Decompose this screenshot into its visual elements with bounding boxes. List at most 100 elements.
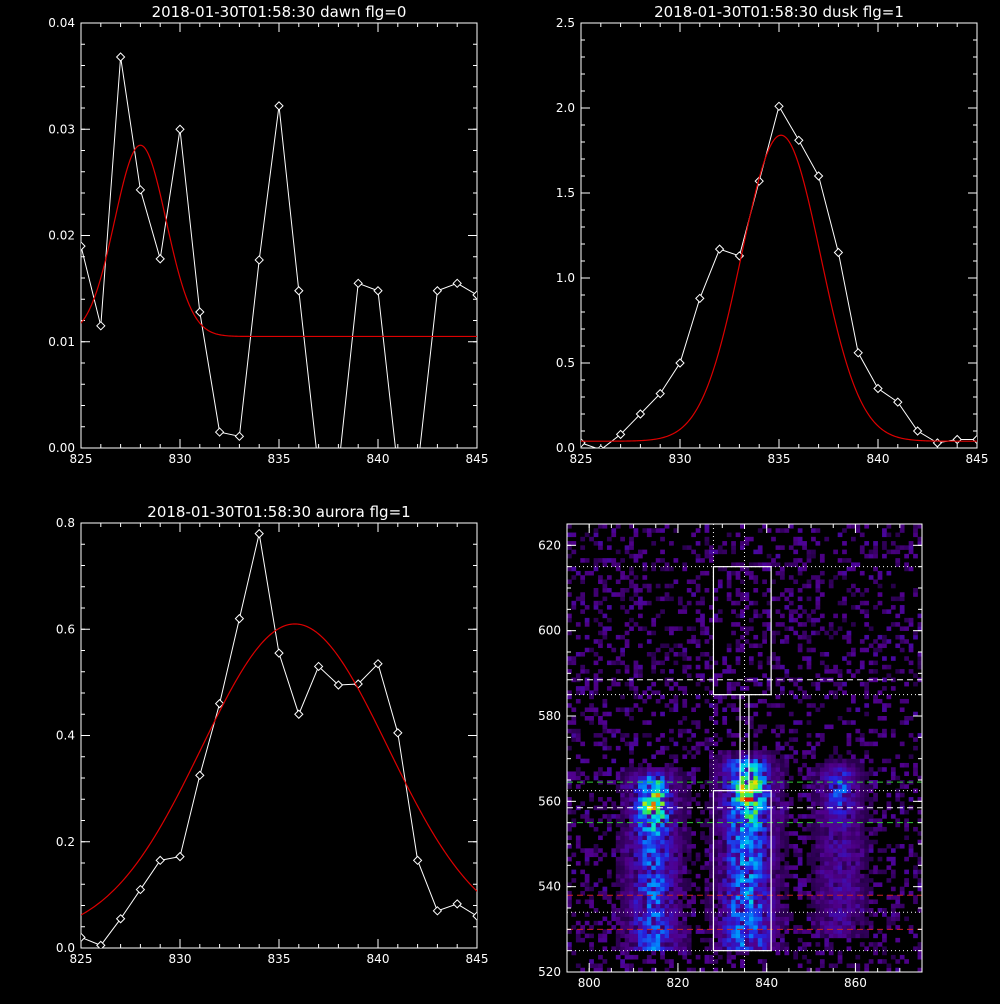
spectrogram-cell	[748, 656, 754, 661]
spectrogram-cell	[735, 656, 741, 661]
spectrogram-cell	[802, 929, 807, 934]
spectrogram-cell	[691, 592, 696, 597]
spectrogram-cell	[757, 660, 763, 666]
spectrogram-cell	[726, 878, 732, 883]
spectrogram-cell	[740, 903, 745, 909]
spectrogram-cell	[682, 826, 688, 832]
spectrogram-cell	[638, 801, 643, 806]
spectrogram-cell	[771, 780, 776, 785]
spectrogram-cell	[611, 916, 617, 922]
spectrogram-cell	[686, 579, 692, 585]
spectrogram-cell	[615, 549, 621, 555]
spectrogram-cell	[677, 818, 683, 823]
spectrogram-cell	[780, 844, 785, 849]
spectrogram-cell	[757, 562, 763, 567]
spectrogram-cell	[797, 771, 803, 777]
spectrogram-cell	[740, 686, 745, 691]
spectrogram-cell	[735, 570, 741, 576]
spectrogram-cell	[633, 767, 639, 772]
spectrogram-cell	[713, 792, 719, 798]
spectrogram-cell	[638, 605, 643, 610]
spectrogram-cell	[762, 784, 767, 789]
spectrogram-cell	[766, 942, 772, 947]
spectrogram-cell	[593, 562, 599, 567]
spectrogram-cell	[775, 545, 781, 550]
spectrogram-cell	[598, 967, 603, 973]
spectrogram-cell	[700, 809, 705, 815]
spectrogram-cell	[620, 801, 625, 806]
dawn-data-point	[115, 52, 126, 62]
spectrogram-cell	[669, 959, 674, 964]
spectrogram-cell	[882, 609, 887, 614]
spectrogram-cell	[731, 925, 736, 930]
spectrogram-cell	[819, 959, 825, 964]
spectrogram-cell	[651, 886, 657, 892]
spectrogram-cell	[753, 942, 759, 947]
spectrogram-cell	[602, 771, 608, 777]
spectrogram-cell	[602, 801, 608, 806]
spectrogram-cell	[567, 882, 572, 887]
spectrogram-cell	[593, 775, 599, 781]
spectrogram-cell	[735, 899, 741, 905]
spectrogram-cell	[837, 686, 843, 691]
spectrogram-cell	[811, 784, 816, 789]
spectrogram-cell	[660, 745, 665, 751]
spectrogram-cell	[780, 912, 785, 917]
spectrogram-cell	[811, 933, 816, 939]
spectrogram-cell	[615, 954, 621, 960]
spectrogram-cell	[762, 925, 767, 930]
spectrogram-cell	[651, 844, 657, 849]
spectrogram-cell	[788, 626, 794, 631]
spectrogram-cell	[571, 656, 577, 661]
spectrogram-cell	[846, 929, 852, 934]
spectrogram-cell	[828, 822, 834, 828]
spectrogram-cell	[664, 967, 670, 973]
spectrogram-cell	[842, 912, 847, 917]
spectrogram-cell	[873, 784, 878, 789]
spectrogram-cell	[775, 912, 781, 917]
spectrogram-cell	[620, 912, 625, 917]
spectrogram-cell	[806, 771, 812, 777]
spectrogram-cell	[740, 895, 745, 900]
spectrogram-cell	[598, 890, 603, 896]
spectrogram-cell	[646, 771, 652, 777]
spectrogram-cell	[868, 771, 874, 777]
spectrogram-cell	[762, 639, 767, 644]
spectrogram-cell	[682, 933, 688, 939]
spectrogram-cell	[753, 826, 759, 832]
spectrogram-cell	[709, 545, 714, 550]
spectrogram-cell	[859, 639, 865, 644]
spectrogram-cell	[624, 639, 630, 644]
spectrogram-cell	[748, 929, 754, 934]
spectrogram-cell	[748, 660, 754, 666]
spectrogram-cell	[744, 946, 750, 951]
spectrogram-cell	[602, 558, 608, 563]
spectrogram-cell	[837, 797, 843, 802]
spectrogram-cell	[606, 745, 612, 751]
spectrogram-cell	[633, 686, 639, 691]
spectrogram-cell	[700, 613, 705, 619]
spectrogram-cell	[819, 733, 825, 738]
spectrogram-cell	[797, 686, 803, 691]
spectrogram-cell	[642, 942, 648, 947]
spectrogram-cell	[757, 754, 763, 759]
spectrogram-cell	[744, 908, 750, 913]
spectrogram-cell	[664, 959, 670, 964]
spectrogram-cell	[757, 775, 763, 781]
spectrogram-cell	[819, 570, 825, 576]
spectrogram-cell	[673, 942, 679, 947]
spectrogram-cell	[882, 908, 887, 913]
spectrogram-cell	[620, 788, 625, 794]
spectrogram-cell	[620, 873, 625, 879]
spectrogram-cell	[815, 908, 821, 913]
spectrogram-cell	[646, 920, 652, 926]
spectrogram-cell	[802, 656, 807, 661]
spectrogram-cell	[704, 822, 710, 828]
spectrogram-cell	[833, 750, 838, 755]
spectrogram-cell	[762, 754, 767, 759]
spectrogram-cell	[638, 937, 643, 943]
spectrogram-cell	[842, 869, 847, 875]
spectrogram-cell	[646, 912, 652, 917]
spectrogram-cell	[695, 575, 701, 580]
spectrogram-cell	[633, 690, 639, 695]
